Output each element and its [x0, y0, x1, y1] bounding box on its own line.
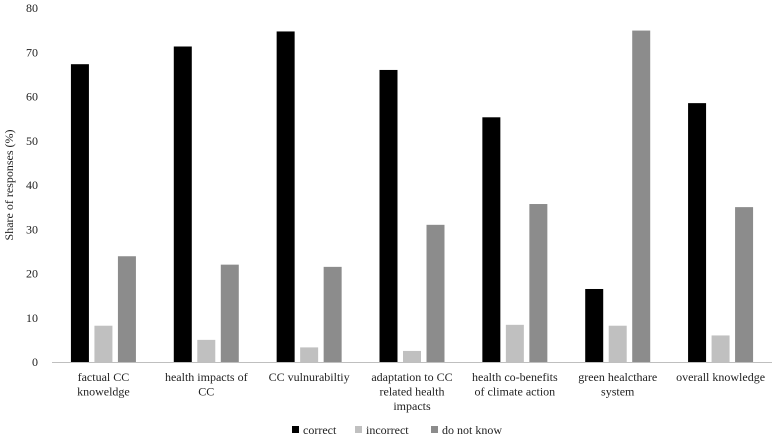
- category-label: overall knowledge: [676, 370, 765, 384]
- category-label: factual CC knoweldge: [77, 370, 130, 399]
- legend-label: incorrect: [366, 423, 409, 437]
- legend-item-do-not-know: do not know: [431, 423, 502, 437]
- bar-correct: [173, 46, 192, 363]
- bar-correct: [379, 69, 398, 362]
- legend-swatch: [431, 426, 438, 433]
- y-tick-label: 60: [26, 90, 38, 104]
- bar-correct: [585, 288, 604, 362]
- category-label: health impacts of CC: [165, 370, 248, 399]
- legend: correct incorrect do not know: [292, 423, 502, 437]
- y-tick-label: 20: [26, 267, 38, 281]
- y-tick-label: 30: [26, 222, 38, 236]
- bar-do-not-know: [632, 30, 651, 362]
- category-label: CC vulnurabiltiy: [269, 370, 350, 384]
- bar-do-not-know: [323, 266, 342, 362]
- bar-incorrect: [300, 347, 319, 362]
- y-axis-ticks: 0 10 20 30 40 50 60 70 80: [26, 1, 38, 369]
- legend-item-correct: correct: [292, 423, 337, 437]
- category-label: health co-benefits of climate action: [472, 370, 558, 399]
- y-tick-label: 50: [26, 134, 38, 148]
- category-label: green healcthare system: [578, 370, 657, 399]
- category-labels: factual CC knoweldge health impacts of CC CC…: [77, 370, 765, 413]
- y-axis-label: Share of responses (%): [2, 130, 16, 241]
- bar-do-not-know: [735, 207, 754, 362]
- category-label: adaptation to CC related health impacts: [371, 370, 452, 413]
- bar-incorrect: [94, 325, 113, 362]
- bar-incorrect: [505, 324, 524, 362]
- bar-do-not-know: [117, 256, 136, 362]
- bar-correct: [688, 103, 707, 362]
- bar-correct: [482, 117, 501, 362]
- bar-correct: [70, 64, 89, 362]
- bar-incorrect: [711, 335, 730, 362]
- y-tick-label: 70: [26, 45, 38, 59]
- legend-swatch: [292, 426, 299, 433]
- bar-correct: [276, 31, 295, 362]
- legend-item-incorrect: incorrect: [355, 423, 409, 437]
- y-tick-label: 0: [32, 355, 38, 369]
- bars: [70, 30, 754, 363]
- bar-incorrect: [197, 339, 216, 362]
- bar-incorrect: [403, 350, 421, 362]
- legend-label: correct: [303, 423, 337, 437]
- y-tick-label: 80: [26, 1, 38, 15]
- y-tick-label: 10: [26, 311, 38, 325]
- bar-incorrect: [608, 325, 627, 362]
- bar-do-not-know: [220, 264, 239, 362]
- legend-swatch: [355, 426, 362, 433]
- legend-label: do not know: [442, 423, 502, 437]
- bar-do-not-know: [426, 224, 445, 362]
- bar-do-not-know: [529, 204, 548, 362]
- y-tick-label: 40: [26, 178, 38, 192]
